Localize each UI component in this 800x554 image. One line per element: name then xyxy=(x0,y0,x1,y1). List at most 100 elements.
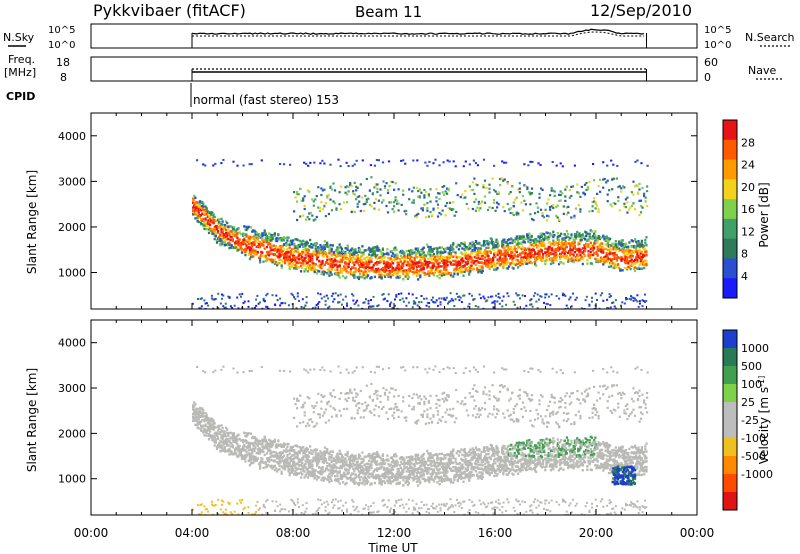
power-cell xyxy=(557,238,561,241)
power-cell xyxy=(640,243,643,246)
power-cell xyxy=(320,272,323,276)
power-cell xyxy=(307,258,311,262)
power-cell xyxy=(618,249,621,253)
velocity-cell xyxy=(212,428,215,431)
power-cell xyxy=(478,293,481,296)
power-cell xyxy=(477,305,480,308)
power-cell xyxy=(538,255,541,258)
power-cell xyxy=(324,261,328,264)
power-cell xyxy=(232,227,236,230)
power-cell xyxy=(398,258,401,261)
power-cell xyxy=(555,295,558,297)
nave-right-label: Nave xyxy=(748,64,776,77)
velocity-cell xyxy=(288,461,291,465)
velocity-cell xyxy=(251,451,254,454)
power-cell xyxy=(371,252,374,256)
power-cell xyxy=(349,181,352,185)
power-cell xyxy=(198,215,201,218)
power-cell xyxy=(469,253,472,256)
power-cell xyxy=(552,257,555,260)
power-cell xyxy=(504,254,507,258)
power-cell xyxy=(196,209,199,212)
velocity-cell xyxy=(281,456,284,459)
power-cell xyxy=(626,246,629,249)
power-cell xyxy=(638,199,641,202)
power-cell xyxy=(491,206,494,210)
power-cell xyxy=(589,241,592,244)
power-cell xyxy=(315,215,318,219)
power-cell xyxy=(227,228,230,231)
power-cell xyxy=(327,272,330,275)
power-cell xyxy=(521,294,524,297)
power-cell xyxy=(218,225,221,229)
power-cell xyxy=(424,216,427,219)
power-cell xyxy=(420,295,423,297)
power-cell xyxy=(495,238,498,241)
power-cell xyxy=(429,188,432,191)
power-cell xyxy=(463,307,466,309)
power-cell xyxy=(619,248,622,252)
power-cell xyxy=(591,205,594,208)
velocity-cell xyxy=(270,464,273,467)
power-cell xyxy=(359,209,362,213)
power-cell xyxy=(255,245,258,248)
power-cell xyxy=(387,264,390,267)
power-cell xyxy=(601,248,604,251)
power-cell xyxy=(320,263,323,266)
power-cell xyxy=(530,243,533,247)
velocity-cell xyxy=(262,461,265,464)
power-cell xyxy=(369,250,372,253)
power-cell xyxy=(496,258,499,261)
velocity-cell xyxy=(211,418,214,421)
power-cell xyxy=(328,274,331,277)
power-colorbar-tick: 24 xyxy=(741,159,755,172)
power-cell xyxy=(503,252,506,255)
power-cell xyxy=(326,258,329,261)
power-cell xyxy=(539,258,542,261)
power-cell xyxy=(412,267,415,270)
power-cell xyxy=(209,211,212,214)
power-cell xyxy=(387,256,390,260)
velocity-cell xyxy=(306,470,309,474)
power-cell xyxy=(195,211,198,214)
power-cell xyxy=(474,260,478,263)
power-cell xyxy=(300,306,303,308)
power-cell xyxy=(490,240,493,243)
power-cell xyxy=(515,292,518,295)
power-cell xyxy=(599,236,603,239)
power-cell xyxy=(321,247,324,250)
power-cell xyxy=(256,294,259,297)
power-cell xyxy=(377,199,380,202)
power-cell xyxy=(567,255,570,259)
power-cell xyxy=(419,259,422,262)
power-cell xyxy=(227,243,230,247)
power-cell xyxy=(456,272,459,275)
velocity-cell xyxy=(202,431,205,434)
power-cell xyxy=(633,185,637,188)
power-cell xyxy=(540,243,543,247)
power-cell xyxy=(349,273,353,276)
velocity-cell xyxy=(194,414,197,417)
power-cell xyxy=(643,244,646,248)
power-cell xyxy=(586,188,590,191)
power-cell xyxy=(243,225,246,228)
power-cell xyxy=(586,186,590,189)
power-cell xyxy=(334,264,337,267)
power-cell xyxy=(478,265,481,268)
power-cell xyxy=(630,204,633,207)
velocity-cell xyxy=(296,467,299,470)
power-cell xyxy=(219,237,222,241)
power-cell xyxy=(424,161,427,164)
power-cell xyxy=(457,296,460,298)
power-cell xyxy=(369,266,372,269)
power-cell xyxy=(585,231,588,234)
power-cell xyxy=(386,189,390,192)
power-cell xyxy=(313,266,316,270)
power-cell xyxy=(639,259,642,262)
power-cell xyxy=(345,263,348,266)
power-cell xyxy=(390,254,393,258)
power-cell xyxy=(574,237,578,240)
power-cell xyxy=(526,252,529,256)
power-cell xyxy=(498,256,501,259)
power-cell xyxy=(253,238,256,241)
